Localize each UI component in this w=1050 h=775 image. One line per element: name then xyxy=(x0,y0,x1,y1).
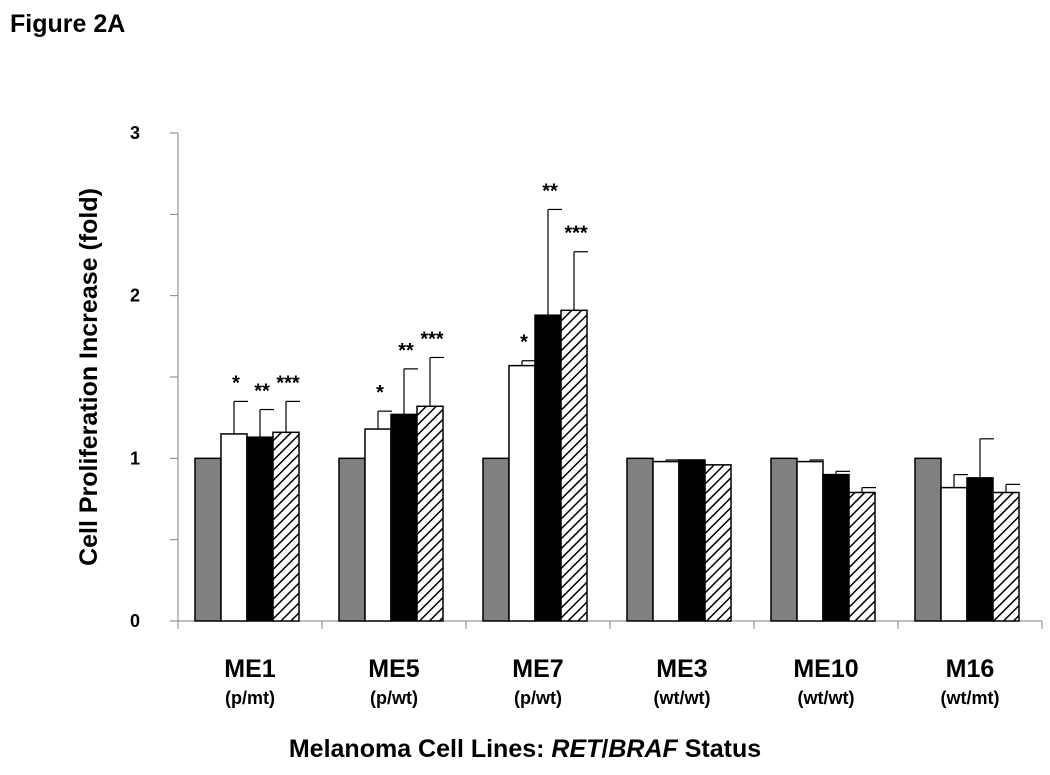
significance-label: ** xyxy=(542,180,558,202)
category-label: ME3 xyxy=(656,655,707,683)
category-status: (wt/wt) xyxy=(798,688,855,708)
category-label: ME5 xyxy=(368,655,420,683)
category-label: ME1 xyxy=(224,655,276,683)
significance-label: * xyxy=(232,372,240,394)
significance-label: ** xyxy=(254,381,270,403)
bar-series-1 xyxy=(338,457,366,622)
bar-series-4 xyxy=(560,309,588,622)
significance-label: *** xyxy=(420,328,444,350)
x-axis-title-part: / xyxy=(601,735,609,763)
bar-series-1 xyxy=(914,457,942,622)
x-axis-title-part: Status xyxy=(677,735,762,763)
category-label: ME10 xyxy=(793,655,858,683)
bar-series-3 xyxy=(534,314,562,622)
chart-bars xyxy=(194,208,1020,622)
bar-series-3 xyxy=(678,459,706,622)
x-axis-title: Melanoma Cell Lines: RET/BRAF Status xyxy=(0,735,1050,764)
bar-series-2 xyxy=(508,364,536,622)
bar-series-1 xyxy=(482,457,510,622)
bar-series-2 xyxy=(652,460,680,622)
category-label: M16 xyxy=(946,655,995,683)
bar-series-2 xyxy=(940,486,968,622)
significance-label: * xyxy=(376,382,384,404)
category-status: (p/wt) xyxy=(370,688,418,708)
x-axis-title-gene-braf: BRAF xyxy=(608,735,678,763)
bar-series-2 xyxy=(796,460,824,622)
significance-label: ** xyxy=(398,340,414,362)
y-tick-label: 2 xyxy=(130,286,140,306)
chart-axes xyxy=(170,132,1043,629)
bar-series-2 xyxy=(220,433,248,622)
category-status: (wt/mt) xyxy=(941,688,1000,708)
bar-series-4 xyxy=(704,464,732,622)
bar-series-3 xyxy=(390,413,418,622)
bar-series-3 xyxy=(246,436,274,622)
significance-label: *** xyxy=(564,223,588,245)
category-status: (p/wt) xyxy=(514,688,562,708)
significance-label: *** xyxy=(276,372,300,394)
y-tick-label: 1 xyxy=(130,448,140,468)
bar-series-4 xyxy=(992,491,1020,622)
bar-series-3 xyxy=(822,473,850,622)
y-tick-label: 3 xyxy=(130,123,140,143)
figure-title: Figure 2A xyxy=(10,10,126,38)
bar-series-3 xyxy=(966,477,994,622)
category-label: ME7 xyxy=(512,655,563,683)
x-axis-title-part: Melanoma Cell Lines: xyxy=(288,735,552,763)
y-tick-label: 0 xyxy=(130,611,140,631)
category-status: (wt/wt) xyxy=(654,688,711,708)
x-axis-title-gene-ret: RET xyxy=(551,735,602,763)
bar-series-2 xyxy=(364,428,392,622)
bar-series-4 xyxy=(272,431,300,622)
bar-series-4 xyxy=(416,405,444,622)
bar-series-1 xyxy=(770,457,798,622)
significance-label: * xyxy=(520,332,528,354)
y-axis-title: Cell Proliferation Increase (fold) xyxy=(75,188,103,566)
bar-series-1 xyxy=(194,457,222,622)
category-status: (p/mt) xyxy=(225,688,275,708)
bar-series-1 xyxy=(626,457,654,622)
bar-series-4 xyxy=(848,491,876,622)
